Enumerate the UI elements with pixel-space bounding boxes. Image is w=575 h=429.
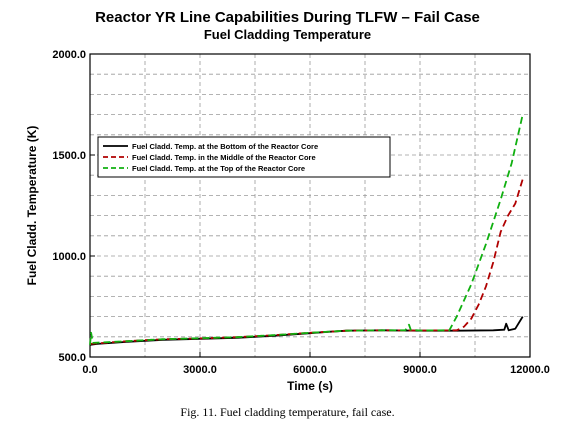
chart-subtitle: Fuel Cladding Temperature	[203, 27, 372, 42]
x-tick-label: 12000.0	[510, 364, 550, 376]
x-axis-label: Time (s)	[287, 379, 333, 393]
y-tick-label: 2000.0	[52, 49, 86, 61]
x-tick-label: 9000.0	[403, 364, 437, 376]
y-tick-label: 500.0	[58, 352, 86, 364]
series-line-2	[89, 178, 524, 345]
y-tick-label: 1000.0	[52, 251, 86, 263]
legend-label-1: Fuel Cladd. Temp. at the Bottom of the R…	[132, 142, 318, 151]
x-tick-label: 6000.0	[293, 364, 327, 376]
series-line-3	[89, 114, 524, 345]
figure-caption: Fig. 11. Fuel cladding temperature, fail…	[180, 405, 395, 419]
legend-label-3: Fuel Cladd. Temp. at the Top of the Reac…	[132, 164, 305, 173]
x-tick-label: 3000.0	[183, 364, 217, 376]
legend-label-2: Fuel Cladd. Temp. in the Middle of the R…	[132, 153, 316, 162]
x-tick-label: 0.0	[82, 364, 97, 376]
y-axis-label: Fuel Cladd. Temperature (K)	[25, 126, 39, 286]
legend-box	[97, 136, 391, 178]
chart-title: Reactor YR Line Capabilities During TLFW…	[95, 9, 480, 26]
y-tick-label: 1500.0	[52, 150, 86, 162]
